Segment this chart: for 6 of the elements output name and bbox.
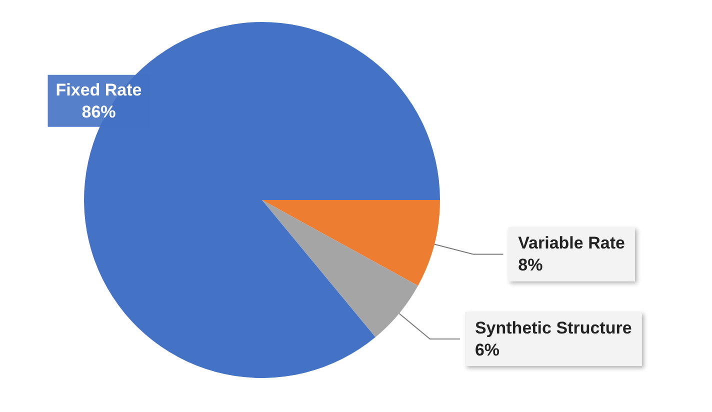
- data-label: 86%: [82, 102, 116, 122]
- data-label: 6%: [474, 340, 500, 360]
- slice-label: Synthetic Structure: [474, 318, 632, 338]
- slice-label: Fixed Rate: [56, 80, 142, 100]
- data-label: 8%: [518, 256, 543, 275]
- slice-label: Variable Rate: [518, 234, 625, 253]
